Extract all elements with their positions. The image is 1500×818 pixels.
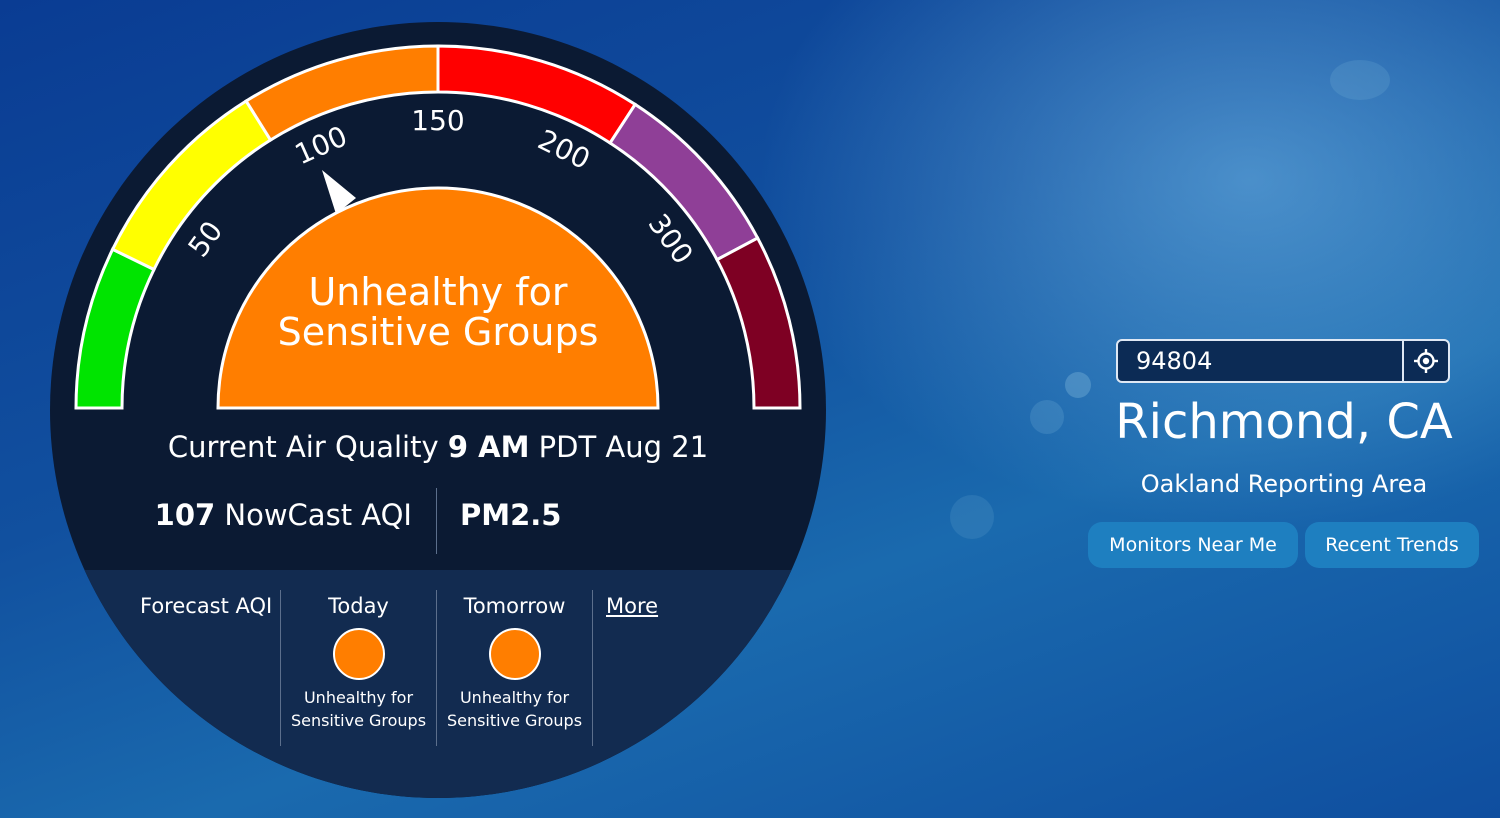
gauge-needle-pointer	[322, 170, 356, 214]
forecast-aqi-dot	[332, 628, 385, 680]
forecast-category: Unhealthy for Sensitive Groups	[437, 686, 592, 732]
gauge-tick-label: 200	[533, 123, 596, 176]
forecast-category-line-2: Sensitive Groups	[290, 711, 427, 730]
forecast-category-line-1: Unhealthy for	[303, 688, 414, 707]
gauge-segment-hazardous	[714, 236, 802, 410]
category-line-2: Sensitive Groups	[277, 310, 599, 354]
nowcast-label: NowCast AQI	[224, 498, 412, 532]
divider	[592, 590, 593, 746]
current-air-quality-line: Current Air Quality 9 AM PDT Aug 21	[50, 430, 826, 464]
nowcast-aqi: 107 NowCast AQI	[155, 498, 412, 532]
forecast-day-label: Today	[328, 594, 389, 618]
gauge-center-half-disc	[216, 186, 660, 410]
zip-search-input[interactable]	[1118, 341, 1406, 381]
forecast-tomorrow: Tomorrow Unhealthy for Sensitive Groups	[437, 594, 592, 732]
gauge-tick-label: 50	[182, 215, 230, 263]
category-line-1: Unhealthy for	[308, 270, 568, 314]
current-category-label: Unhealthy for Sensitive Groups	[270, 272, 606, 352]
lens-flare	[1330, 60, 1390, 100]
lens-flare	[1030, 400, 1064, 434]
divider	[436, 488, 437, 554]
forecast-label: Forecast AQI	[140, 594, 273, 618]
gauge-segment-usg	[244, 44, 440, 143]
recent-trends-button[interactable]: Recent Trends	[1305, 522, 1479, 568]
aqi-dial: 50 100 150 200 300 Unhealthy for Sensitive G…	[50, 22, 826, 798]
gauge-segment-unhealthy	[436, 44, 638, 146]
gauge-tick-label: 100	[290, 119, 352, 171]
gauge-tick-label: 150	[411, 104, 464, 137]
use-my-location-button[interactable]	[1402, 341, 1448, 381]
pollutant-label: PM2.5	[460, 498, 562, 532]
divider	[436, 590, 437, 746]
forecast-more-link[interactable]: More	[606, 594, 659, 618]
crosshair-icon	[1414, 349, 1438, 373]
lens-flare	[950, 495, 994, 539]
gauge-segment-good	[74, 247, 156, 410]
location-search	[1116, 339, 1450, 383]
current-time: 9 AM	[447, 430, 530, 464]
divider	[280, 590, 281, 746]
forecast-aqi-dot	[488, 628, 541, 680]
current-prefix: Current Air Quality	[167, 430, 439, 464]
forecast-category-line-1: Unhealthy for	[459, 688, 570, 707]
reporting-area: Oakland Reporting Area	[1140, 470, 1428, 498]
nowcast-row: 107 NowCast AQI PM2.5	[50, 484, 826, 556]
nowcast-value: 107	[154, 498, 216, 532]
forecast-category-line-2: Sensitive Groups	[446, 711, 583, 730]
city-name: Richmond, CA	[1115, 394, 1453, 450]
monitors-near-me-button[interactable]: Monitors Near Me	[1088, 522, 1298, 568]
forecast-panel: Forecast AQI Today Unhealthy for Sensiti…	[50, 570, 826, 798]
forecast-day-label: Tomorrow	[463, 594, 566, 618]
current-suffix: PDT Aug 21	[538, 430, 709, 464]
forecast-category: Unhealthy for Sensitive Groups	[281, 686, 436, 732]
lens-flare	[1065, 372, 1091, 398]
forecast-today: Today Unhealthy for Sensitive Groups	[281, 594, 436, 732]
